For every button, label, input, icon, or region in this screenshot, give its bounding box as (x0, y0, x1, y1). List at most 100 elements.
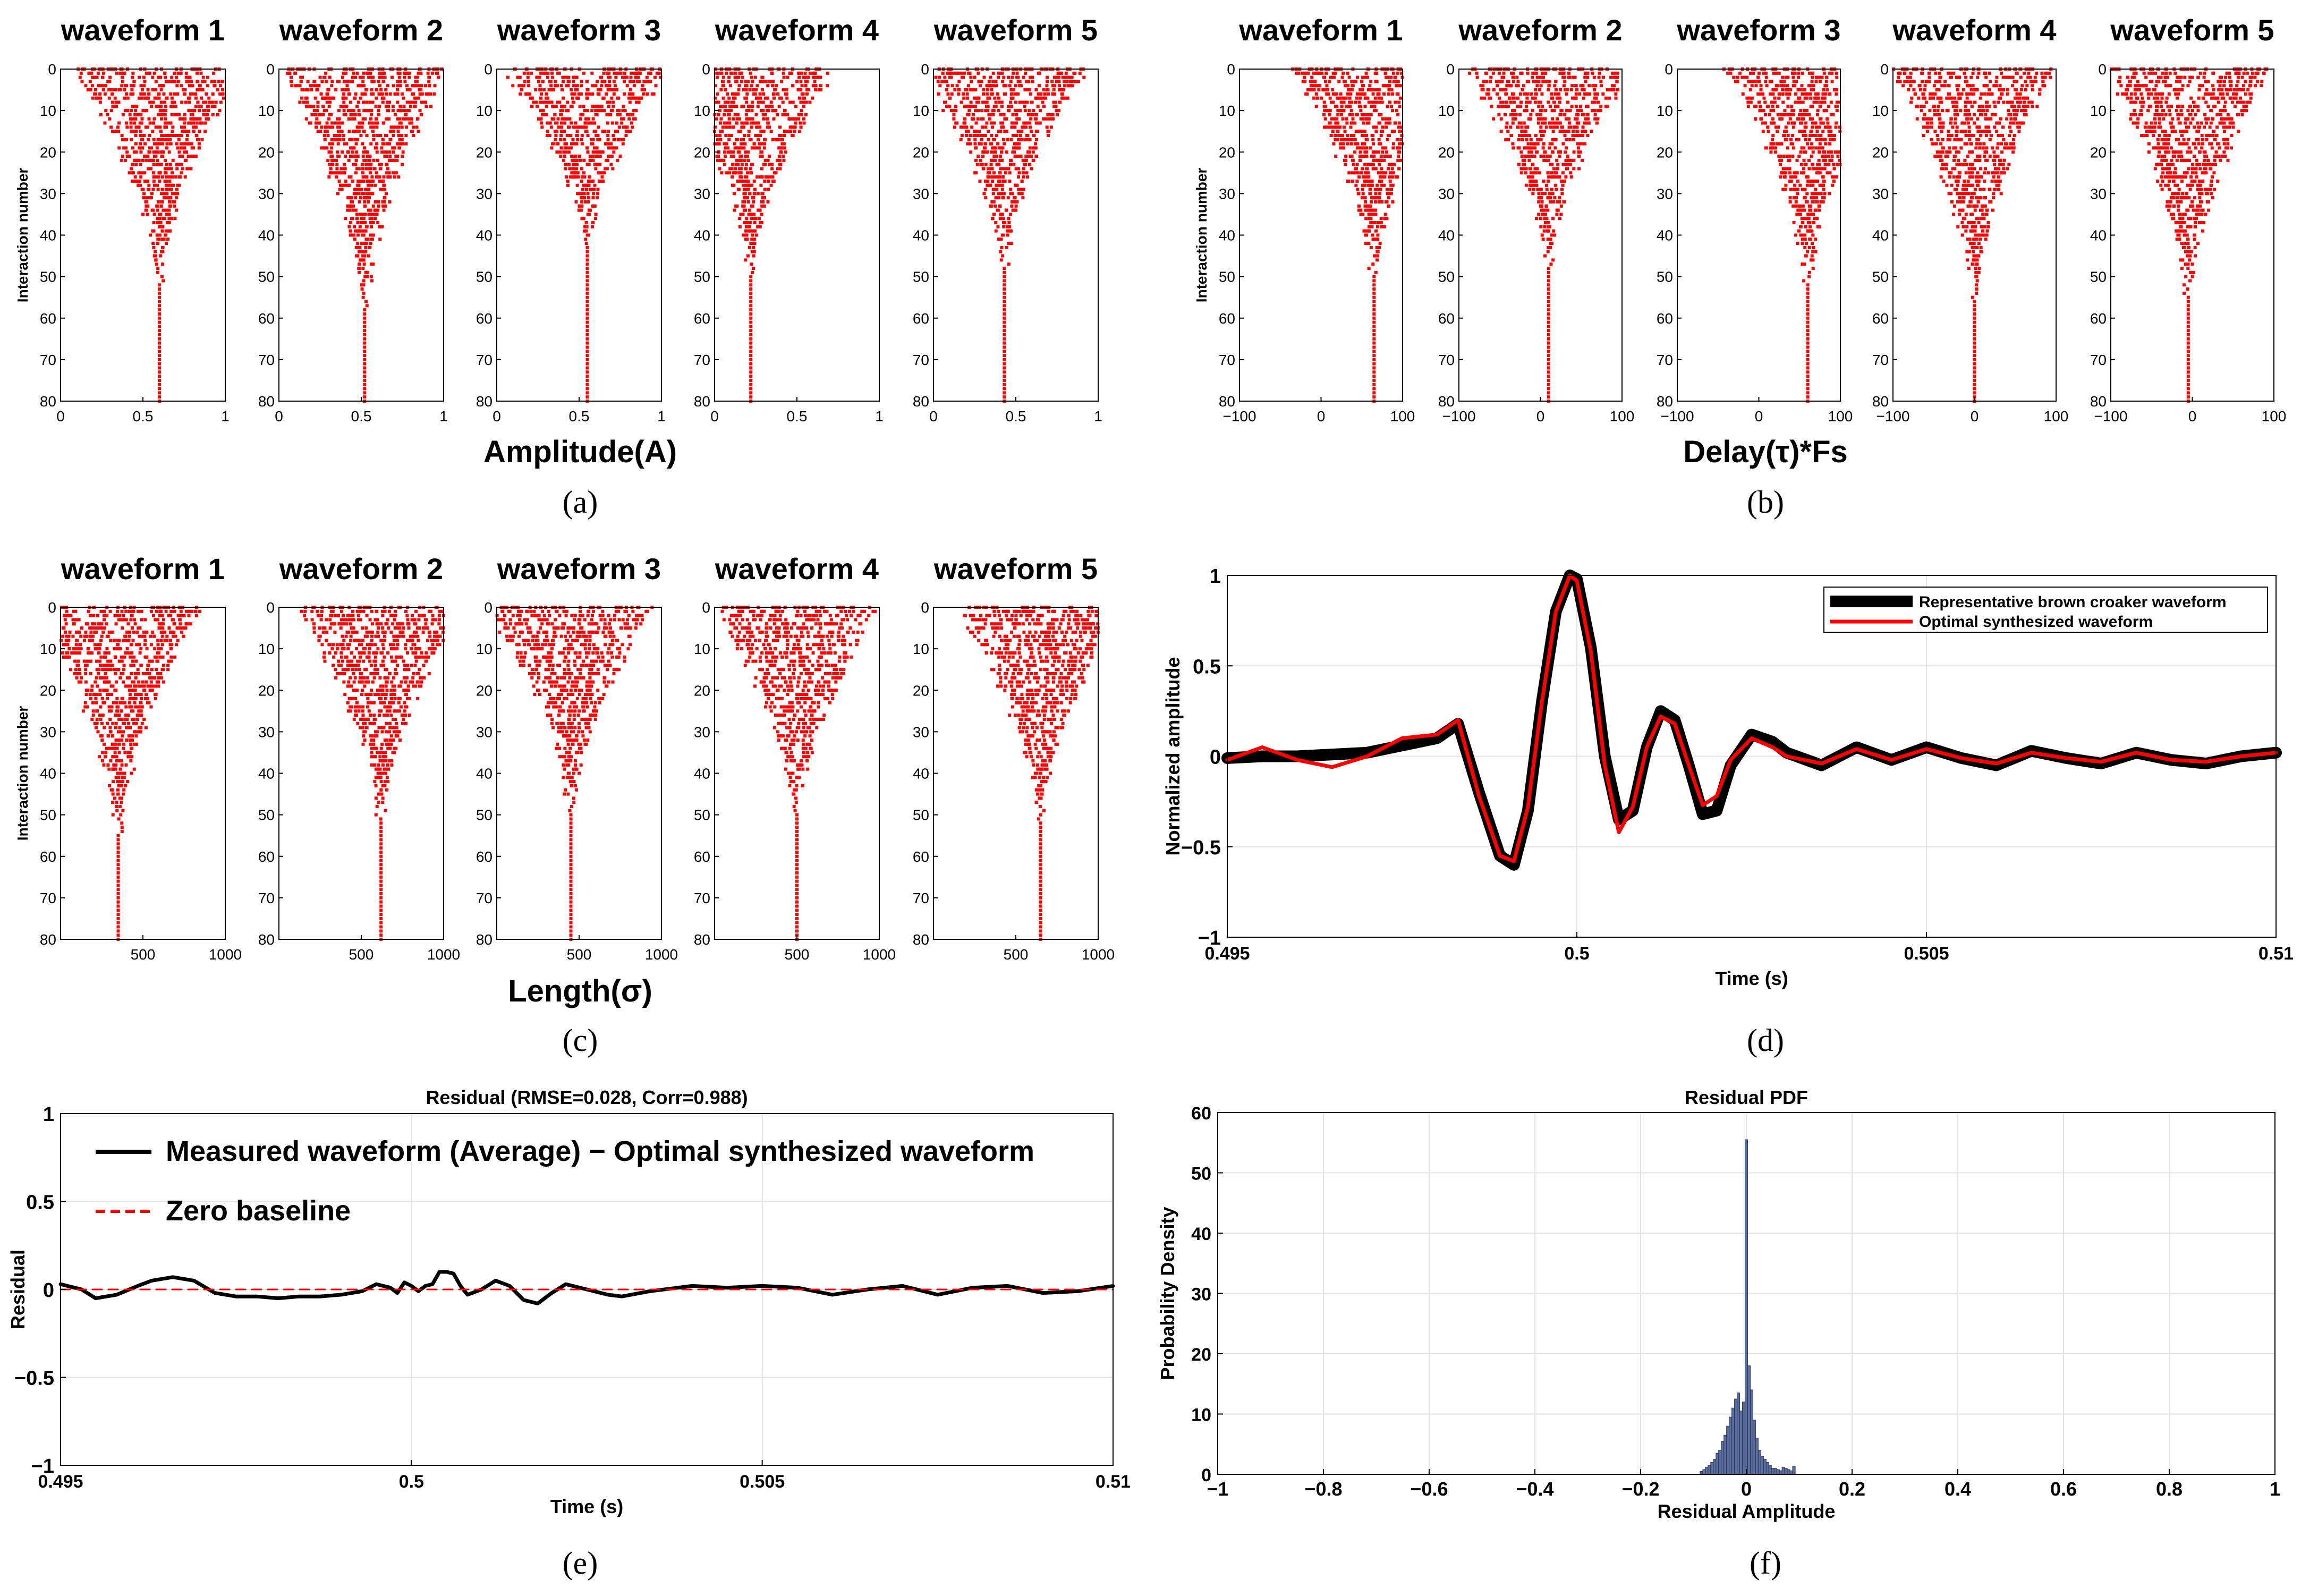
marker (968, 105, 972, 108)
marker (1025, 175, 1029, 179)
marker (618, 113, 622, 116)
marker (596, 188, 600, 191)
marker (737, 84, 741, 88)
marker (165, 142, 169, 146)
marker (1335, 117, 1339, 121)
marker (376, 208, 380, 212)
marker (1034, 117, 1038, 121)
marker (991, 146, 995, 150)
marker (745, 109, 749, 113)
marker (1351, 171, 1354, 175)
marker (353, 117, 356, 121)
marker (551, 75, 555, 79)
marker (1017, 192, 1021, 196)
marker (992, 155, 996, 158)
marker (1076, 80, 1080, 83)
marker (1353, 150, 1357, 154)
marker (558, 150, 562, 154)
marker (1313, 80, 1317, 83)
marker (1020, 179, 1024, 183)
marker (625, 84, 629, 88)
marker (585, 109, 589, 113)
marker (811, 96, 814, 100)
marker (192, 121, 196, 125)
marker (111, 105, 115, 108)
marker (1371, 221, 1374, 225)
marker (120, 158, 123, 162)
marker (572, 75, 575, 79)
marker (1340, 105, 1344, 108)
marker (750, 183, 754, 187)
marker (727, 109, 731, 113)
marker (361, 117, 365, 121)
marker (746, 254, 750, 258)
marker (157, 175, 160, 179)
marker (158, 179, 162, 183)
marker (1358, 88, 1362, 92)
x-axis-label: Amplitude(A) (483, 435, 677, 469)
marker (1556, 105, 1560, 108)
marker (158, 287, 161, 291)
marker (785, 92, 788, 96)
marker (740, 146, 744, 150)
marker (321, 113, 325, 116)
marker (745, 233, 749, 237)
marker (1001, 138, 1005, 141)
marker (403, 117, 407, 121)
marker (165, 146, 168, 150)
marker (567, 80, 571, 83)
marker (416, 84, 420, 88)
marker (111, 92, 114, 96)
marker (989, 92, 993, 96)
marker (993, 96, 997, 100)
marker (1370, 105, 1373, 108)
marker (305, 88, 309, 92)
marker (161, 142, 165, 146)
marker (591, 221, 595, 225)
marker (156, 237, 160, 241)
marker (980, 80, 983, 83)
y-tick-label: 20 (258, 144, 275, 160)
y-tick-label: 20 (40, 144, 56, 160)
marker (294, 84, 298, 88)
marker (585, 395, 589, 399)
marker (1034, 155, 1038, 158)
marker (1011, 208, 1015, 212)
marker (579, 158, 582, 162)
marker (737, 167, 741, 171)
marker (749, 354, 753, 358)
marker (749, 312, 753, 316)
marker (567, 75, 571, 79)
marker (386, 84, 389, 88)
marker (106, 80, 110, 83)
marker (752, 254, 755, 258)
marker (1000, 150, 1004, 154)
marker (1379, 175, 1382, 179)
marker (129, 92, 133, 96)
marker (763, 142, 767, 146)
marker (961, 92, 965, 96)
marker (1350, 88, 1354, 92)
marker (177, 175, 181, 179)
marker (745, 217, 749, 220)
marker (629, 75, 633, 79)
marker (352, 204, 355, 208)
marker (398, 105, 402, 108)
marker (202, 113, 206, 116)
marker (635, 80, 639, 83)
marker (760, 167, 763, 171)
marker (1003, 287, 1006, 291)
marker (565, 175, 568, 179)
marker (1046, 134, 1050, 137)
marker (619, 71, 623, 75)
marker (103, 92, 107, 96)
marker (334, 121, 338, 125)
marker (367, 75, 371, 79)
marker (142, 84, 146, 88)
marker (397, 175, 401, 179)
marker (748, 88, 752, 92)
marker (1376, 233, 1380, 237)
marker (358, 262, 361, 266)
marker (375, 142, 379, 146)
marker (372, 125, 376, 129)
